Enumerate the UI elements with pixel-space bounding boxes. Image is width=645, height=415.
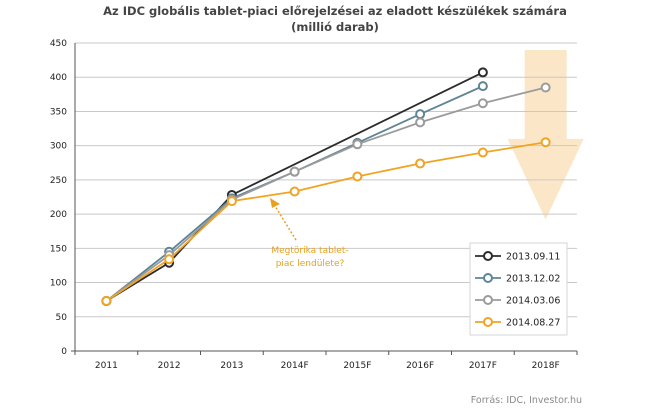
legend: 2013.09.11 2013.12.02 2014.03.06 2014.08.27	[469, 242, 568, 336]
annotation-pointer	[274, 205, 297, 241]
y-tick-label: 50	[56, 313, 68, 323]
x-tick-label: 2015F	[343, 361, 371, 371]
legend-label: 2013.12.02	[506, 274, 560, 285]
legend-item: 2013.09.11	[475, 251, 560, 263]
y-tick-label: 0	[61, 347, 67, 357]
x-tick-label: 2011	[95, 361, 118, 371]
gridlines	[75, 42, 577, 318]
arrow-shape	[507, 50, 584, 220]
legend-swatch-marker	[483, 273, 493, 283]
data-point	[352, 139, 363, 150]
data-point	[289, 186, 300, 197]
y-tick-label: 300	[50, 142, 67, 152]
y-tick-label: 250	[50, 176, 67, 186]
data-point	[415, 117, 426, 128]
data-point	[352, 171, 363, 182]
legend-swatch-marker	[483, 251, 493, 261]
data-point	[415, 109, 426, 120]
x-tick-label: 2018F	[532, 361, 560, 371]
legend-swatch-marker	[483, 317, 493, 327]
x-tick-label: 2017F	[469, 361, 497, 371]
data-point	[477, 98, 488, 109]
y-tick-label: 450	[50, 39, 67, 49]
series-line	[105, 141, 546, 302]
y-axis-ticks: 0 50 100 150 200 250 300 350 400 450	[50, 39, 67, 357]
data-point	[540, 137, 551, 148]
series-lines	[101, 67, 551, 307]
legend-item: 2014.08.27	[475, 317, 560, 329]
x-axis-ticks: 2011 2012 2013 2014F 2015F 2016F 2017F 2018F	[74, 351, 578, 371]
series-line	[105, 86, 546, 302]
y-tick-label: 150	[50, 244, 67, 254]
series-2014.08.27	[101, 137, 551, 307]
legend-label: 2014.03.06	[506, 296, 560, 307]
series-line	[105, 71, 484, 302]
legend-item: 2014.03.06	[475, 295, 560, 307]
chart-subtitle: (millió darab)	[291, 20, 379, 34]
y-tick-label: 100	[50, 279, 67, 289]
decline-arrow-icon	[507, 50, 584, 220]
annotation-arrowhead-icon	[270, 198, 280, 208]
legend-item: 2013.12.02	[475, 273, 560, 285]
data-point	[164, 254, 175, 265]
data-point	[477, 67, 488, 78]
chart-title: Az IDC globális tablet-piaci előrejelzés…	[103, 4, 567, 18]
x-tick-label: 2014F	[281, 361, 309, 371]
legend-swatch-marker	[483, 295, 493, 305]
data-point	[289, 166, 300, 177]
y-tick-label: 350	[50, 107, 67, 117]
data-point	[101, 296, 112, 307]
annotation-line-1: Megtörika tablet-	[271, 246, 348, 256]
annotation: Megtörika tablet- piac lendülete?	[270, 198, 349, 269]
data-point	[415, 158, 426, 169]
y-tick-label: 200	[50, 210, 67, 220]
legend-label: 2014.08.27	[506, 318, 560, 329]
x-tick-label: 2013	[220, 361, 243, 371]
annotation-line-2: piac lendülete?	[276, 259, 345, 269]
data-point	[226, 196, 237, 207]
data-point	[477, 147, 488, 158]
data-point	[477, 81, 488, 92]
data-point	[540, 82, 551, 93]
x-tick-label: 2016F	[406, 361, 434, 371]
y-tick-label: 400	[50, 73, 67, 83]
legend-label: 2013.09.11	[506, 252, 560, 263]
source-note: Forrás: IDC, Investor.hu	[471, 395, 582, 406]
x-tick-label: 2012	[158, 361, 181, 371]
